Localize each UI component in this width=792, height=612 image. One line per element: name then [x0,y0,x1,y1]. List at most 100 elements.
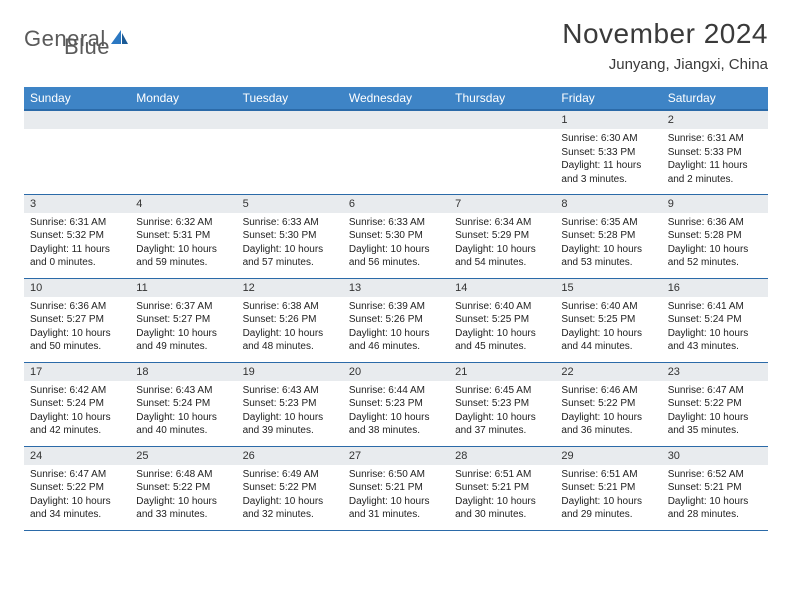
calendar-cell: 11Sunrise: 6:37 AMSunset: 5:27 PMDayligh… [130,278,236,362]
day-number: 11 [130,279,236,297]
calendar-cell: 25Sunrise: 6:48 AMSunset: 5:22 PMDayligh… [130,446,236,530]
day-details: Sunrise: 6:35 AMSunset: 5:28 PMDaylight:… [555,213,661,272]
calendar-cell: 12Sunrise: 6:38 AMSunset: 5:26 PMDayligh… [237,278,343,362]
calendar-cell: 21Sunrise: 6:45 AMSunset: 5:23 PMDayligh… [449,362,555,446]
day-number: 3 [24,195,130,213]
day-number: 7 [449,195,555,213]
calendar-cell [130,110,236,194]
day-number-empty [237,111,343,129]
day-number: 27 [343,447,449,465]
weekday-header: Friday [555,87,661,110]
calendar-cell: 16Sunrise: 6:41 AMSunset: 5:24 PMDayligh… [662,278,768,362]
calendar-cell: 15Sunrise: 6:40 AMSunset: 5:25 PMDayligh… [555,278,661,362]
day-number: 21 [449,363,555,381]
weekday-header: Wednesday [343,87,449,110]
weekday-header: Monday [130,87,236,110]
day-number: 30 [662,447,768,465]
day-details: Sunrise: 6:32 AMSunset: 5:31 PMDaylight:… [130,213,236,272]
weekday-header: Tuesday [237,87,343,110]
calendar-cell: 13Sunrise: 6:39 AMSunset: 5:26 PMDayligh… [343,278,449,362]
calendar-table: SundayMondayTuesdayWednesdayThursdayFrid… [24,87,768,531]
calendar-cell: 30Sunrise: 6:52 AMSunset: 5:21 PMDayligh… [662,446,768,530]
calendar-cell: 3Sunrise: 6:31 AMSunset: 5:32 PMDaylight… [24,194,130,278]
day-details: Sunrise: 6:43 AMSunset: 5:23 PMDaylight:… [237,381,343,440]
calendar-cell: 19Sunrise: 6:43 AMSunset: 5:23 PMDayligh… [237,362,343,446]
day-details: Sunrise: 6:50 AMSunset: 5:21 PMDaylight:… [343,465,449,524]
day-details: Sunrise: 6:51 AMSunset: 5:21 PMDaylight:… [449,465,555,524]
calendar-cell: 1Sunrise: 6:30 AMSunset: 5:33 PMDaylight… [555,110,661,194]
day-details: Sunrise: 6:38 AMSunset: 5:26 PMDaylight:… [237,297,343,356]
day-details: Sunrise: 6:36 AMSunset: 5:28 PMDaylight:… [662,213,768,272]
day-number: 22 [555,363,661,381]
day-number: 15 [555,279,661,297]
day-details: Sunrise: 6:31 AMSunset: 5:32 PMDaylight:… [24,213,130,272]
calendar-cell: 14Sunrise: 6:40 AMSunset: 5:25 PMDayligh… [449,278,555,362]
day-number: 14 [449,279,555,297]
day-number: 26 [237,447,343,465]
day-details: Sunrise: 6:40 AMSunset: 5:25 PMDaylight:… [449,297,555,356]
day-details: Sunrise: 6:33 AMSunset: 5:30 PMDaylight:… [343,213,449,272]
calendar-cell [343,110,449,194]
day-number-empty [24,111,130,129]
calendar-cell: 8Sunrise: 6:35 AMSunset: 5:28 PMDaylight… [555,194,661,278]
day-number: 12 [237,279,343,297]
day-details: Sunrise: 6:39 AMSunset: 5:26 PMDaylight:… [343,297,449,356]
day-number: 8 [555,195,661,213]
calendar-cell: 9Sunrise: 6:36 AMSunset: 5:28 PMDaylight… [662,194,768,278]
day-details: Sunrise: 6:47 AMSunset: 5:22 PMDaylight:… [662,381,768,440]
day-details: Sunrise: 6:33 AMSunset: 5:30 PMDaylight:… [237,213,343,272]
day-number: 1 [555,111,661,129]
day-details: Sunrise: 6:46 AMSunset: 5:22 PMDaylight:… [555,381,661,440]
day-number: 13 [343,279,449,297]
day-details: Sunrise: 6:47 AMSunset: 5:22 PMDaylight:… [24,465,130,524]
weekday-header: Thursday [449,87,555,110]
day-number: 6 [343,195,449,213]
calendar-cell [449,110,555,194]
weekday-header: Saturday [662,87,768,110]
day-details: Sunrise: 6:43 AMSunset: 5:24 PMDaylight:… [130,381,236,440]
calendar-cell: 20Sunrise: 6:44 AMSunset: 5:23 PMDayligh… [343,362,449,446]
day-number: 23 [662,363,768,381]
calendar-cell: 29Sunrise: 6:51 AMSunset: 5:21 PMDayligh… [555,446,661,530]
calendar-cell: 7Sunrise: 6:34 AMSunset: 5:29 PMDaylight… [449,194,555,278]
logo-text-2: Blue [64,34,110,60]
weekday-header: Sunday [24,87,130,110]
calendar-cell: 26Sunrise: 6:49 AMSunset: 5:22 PMDayligh… [237,446,343,530]
header: General November 2024 Junyang, Jiangxi, … [24,18,768,73]
calendar-head: SundayMondayTuesdayWednesdayThursdayFrid… [24,87,768,110]
day-number: 29 [555,447,661,465]
day-number: 9 [662,195,768,213]
calendar-cell: 27Sunrise: 6:50 AMSunset: 5:21 PMDayligh… [343,446,449,530]
day-number: 4 [130,195,236,213]
calendar-body: 1Sunrise: 6:30 AMSunset: 5:33 PMDaylight… [24,110,768,530]
day-number: 20 [343,363,449,381]
month-title: November 2024 [562,18,768,50]
calendar-cell [237,110,343,194]
day-number: 16 [662,279,768,297]
day-details: Sunrise: 6:45 AMSunset: 5:23 PMDaylight:… [449,381,555,440]
day-details: Sunrise: 6:31 AMSunset: 5:33 PMDaylight:… [662,129,768,188]
day-details: Sunrise: 6:44 AMSunset: 5:23 PMDaylight:… [343,381,449,440]
day-details: Sunrise: 6:36 AMSunset: 5:27 PMDaylight:… [24,297,130,356]
day-number-empty [130,111,236,129]
day-number: 28 [449,447,555,465]
calendar-cell: 17Sunrise: 6:42 AMSunset: 5:24 PMDayligh… [24,362,130,446]
day-details: Sunrise: 6:41 AMSunset: 5:24 PMDaylight:… [662,297,768,356]
day-details: Sunrise: 6:30 AMSunset: 5:33 PMDaylight:… [555,129,661,188]
calendar-cell: 10Sunrise: 6:36 AMSunset: 5:27 PMDayligh… [24,278,130,362]
day-number-empty [449,111,555,129]
day-number: 10 [24,279,130,297]
day-details: Sunrise: 6:40 AMSunset: 5:25 PMDaylight:… [555,297,661,356]
day-number: 25 [130,447,236,465]
calendar-cell [24,110,130,194]
logo-line2: Blue [24,26,110,60]
calendar-cell: 18Sunrise: 6:43 AMSunset: 5:24 PMDayligh… [130,362,236,446]
calendar-cell: 5Sunrise: 6:33 AMSunset: 5:30 PMDaylight… [237,194,343,278]
location: Junyang, Jiangxi, China [562,56,768,73]
calendar-cell: 22Sunrise: 6:46 AMSunset: 5:22 PMDayligh… [555,362,661,446]
calendar-cell: 6Sunrise: 6:33 AMSunset: 5:30 PMDaylight… [343,194,449,278]
day-details: Sunrise: 6:49 AMSunset: 5:22 PMDaylight:… [237,465,343,524]
calendar-cell: 4Sunrise: 6:32 AMSunset: 5:31 PMDaylight… [130,194,236,278]
title-block: November 2024 Junyang, Jiangxi, China [562,18,768,73]
day-number: 17 [24,363,130,381]
